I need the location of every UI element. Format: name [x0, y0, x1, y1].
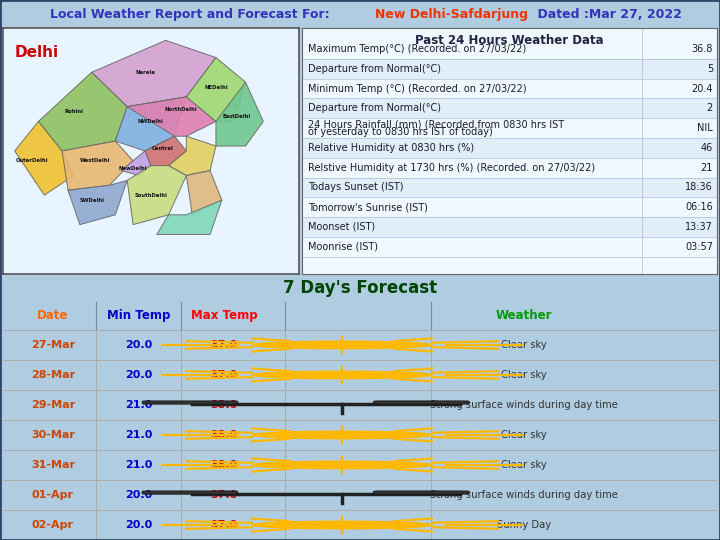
FancyBboxPatch shape — [302, 158, 717, 178]
Text: Clear sky: Clear sky — [501, 430, 547, 440]
FancyBboxPatch shape — [302, 217, 717, 237]
Text: Past 24 Hours Weather Data: Past 24 Hours Weather Data — [415, 34, 603, 47]
Text: New Delhi-Safdarjung: New Delhi-Safdarjung — [375, 8, 528, 21]
Text: 21.0: 21.0 — [125, 400, 152, 410]
Text: 31-Mar: 31-Mar — [31, 460, 75, 470]
Text: Tomorrow's Sunrise (IST): Tomorrow's Sunrise (IST) — [308, 202, 428, 212]
Text: 37.0: 37.0 — [211, 370, 238, 380]
FancyBboxPatch shape — [302, 138, 717, 158]
Text: Departure from Normal(°C): Departure from Normal(°C) — [308, 64, 441, 74]
Text: 38.0: 38.0 — [211, 400, 238, 410]
Text: Relative Humidity at 0830 hrs (%): Relative Humidity at 0830 hrs (%) — [308, 143, 474, 153]
FancyBboxPatch shape — [374, 491, 469, 494]
Text: 27-Mar: 27-Mar — [31, 340, 75, 350]
Text: Central: Central — [152, 146, 174, 151]
Text: 21: 21 — [701, 163, 713, 173]
FancyBboxPatch shape — [302, 98, 717, 118]
Circle shape — [252, 341, 432, 349]
Text: 18:36: 18:36 — [685, 183, 713, 192]
Text: 5: 5 — [707, 64, 713, 74]
Text: of yesterday to 0830 hrs IST of today): of yesterday to 0830 hrs IST of today) — [308, 127, 492, 137]
Text: Dated :Mar 27, 2022: Dated :Mar 27, 2022 — [520, 8, 682, 21]
Text: Relstive Humidity at 1730 hrs (%) (Recorded. on 27/03/22): Relstive Humidity at 1730 hrs (%) (Recor… — [308, 163, 595, 173]
Text: Moonset (IST): Moonset (IST) — [308, 222, 375, 232]
Text: Narela: Narela — [135, 70, 155, 75]
Text: 20.0: 20.0 — [125, 370, 152, 380]
Text: 20.0: 20.0 — [125, 490, 152, 500]
Text: NEDelhi: NEDelhi — [204, 85, 228, 90]
Text: Todays Sunset (IST): Todays Sunset (IST) — [308, 183, 403, 192]
Text: Clear sky: Clear sky — [501, 340, 547, 350]
FancyBboxPatch shape — [302, 197, 717, 217]
Text: Min Temp: Min Temp — [107, 309, 170, 322]
FancyBboxPatch shape — [142, 491, 238, 494]
Text: Max Temp: Max Temp — [191, 309, 258, 322]
Text: 2: 2 — [707, 103, 713, 113]
Circle shape — [252, 461, 432, 469]
Text: 37.0: 37.0 — [211, 340, 238, 350]
Text: 01-Apr: 01-Apr — [32, 490, 74, 500]
FancyBboxPatch shape — [302, 39, 717, 59]
Circle shape — [252, 431, 432, 439]
Text: Rohini: Rohini — [64, 109, 84, 114]
Text: Delhi: Delhi — [14, 45, 59, 60]
Text: SWDelhi: SWDelhi — [79, 198, 104, 202]
Text: 38.0: 38.0 — [211, 460, 238, 470]
Text: 20.4: 20.4 — [691, 84, 713, 93]
Text: 38.0: 38.0 — [211, 430, 238, 440]
Text: 20.0: 20.0 — [125, 520, 152, 530]
Text: 20.0: 20.0 — [125, 340, 152, 350]
Text: OuterDelhi: OuterDelhi — [17, 158, 49, 163]
Text: 21.0: 21.0 — [125, 430, 152, 440]
Text: Strong surface winds during day time: Strong surface winds during day time — [431, 490, 618, 500]
Text: NWDelhi: NWDelhi — [138, 119, 163, 124]
Text: 21.0: 21.0 — [125, 460, 152, 470]
Text: WestDelhi: WestDelhi — [79, 158, 110, 163]
Text: Local Weather Report and Forecast For:: Local Weather Report and Forecast For: — [50, 8, 334, 21]
Text: Moonrise (IST): Moonrise (IST) — [308, 242, 378, 252]
Text: 03:57: 03:57 — [685, 242, 713, 252]
Text: EastDelhi: EastDelhi — [222, 114, 251, 119]
Text: Minimum Temp (°C) (Recorded. on 27/03/22): Minimum Temp (°C) (Recorded. on 27/03/22… — [308, 84, 526, 93]
Circle shape — [252, 371, 432, 379]
Text: SouthDelhi: SouthDelhi — [135, 193, 167, 198]
Text: Maximum Temp(°C) (Recorded. on 27/03/22): Maximum Temp(°C) (Recorded. on 27/03/22) — [308, 44, 526, 54]
Text: Sunny Day: Sunny Day — [498, 520, 552, 530]
Text: 02-Apr: 02-Apr — [32, 520, 74, 530]
Text: 13:37: 13:37 — [685, 222, 713, 232]
Text: 28-Mar: 28-Mar — [31, 370, 75, 380]
Text: NIL: NIL — [697, 123, 713, 133]
FancyBboxPatch shape — [302, 237, 717, 256]
Text: Date: Date — [37, 309, 68, 322]
FancyBboxPatch shape — [302, 59, 717, 79]
Text: 36.8: 36.8 — [692, 44, 713, 54]
Text: 37.0: 37.0 — [211, 520, 238, 530]
Text: Clear sky: Clear sky — [501, 460, 547, 470]
FancyBboxPatch shape — [374, 401, 469, 404]
Text: Clear sky: Clear sky — [501, 370, 547, 380]
Text: Departure from Normal(°C): Departure from Normal(°C) — [308, 103, 441, 113]
FancyBboxPatch shape — [302, 118, 717, 138]
Circle shape — [252, 521, 432, 529]
Text: 29-Mar: 29-Mar — [31, 400, 75, 410]
Text: NorthDelhi: NorthDelhi — [164, 107, 197, 112]
FancyBboxPatch shape — [302, 178, 717, 197]
Text: 24 Hours Rainfall (mm) (Recorded from 0830 hrs IST: 24 Hours Rainfall (mm) (Recorded from 08… — [308, 119, 564, 130]
Text: 46: 46 — [701, 143, 713, 153]
FancyBboxPatch shape — [142, 401, 238, 404]
Text: Strong surface winds during day time: Strong surface winds during day time — [431, 400, 618, 410]
FancyBboxPatch shape — [302, 79, 717, 98]
Text: 7 Day's Forecast: 7 Day's Forecast — [283, 279, 437, 297]
Text: NewDelhi: NewDelhi — [119, 166, 148, 171]
Text: 30-Mar: 30-Mar — [31, 430, 75, 440]
Text: Weather: Weather — [496, 309, 552, 322]
Text: 37.0: 37.0 — [211, 490, 238, 500]
Text: 06:16: 06:16 — [685, 202, 713, 212]
